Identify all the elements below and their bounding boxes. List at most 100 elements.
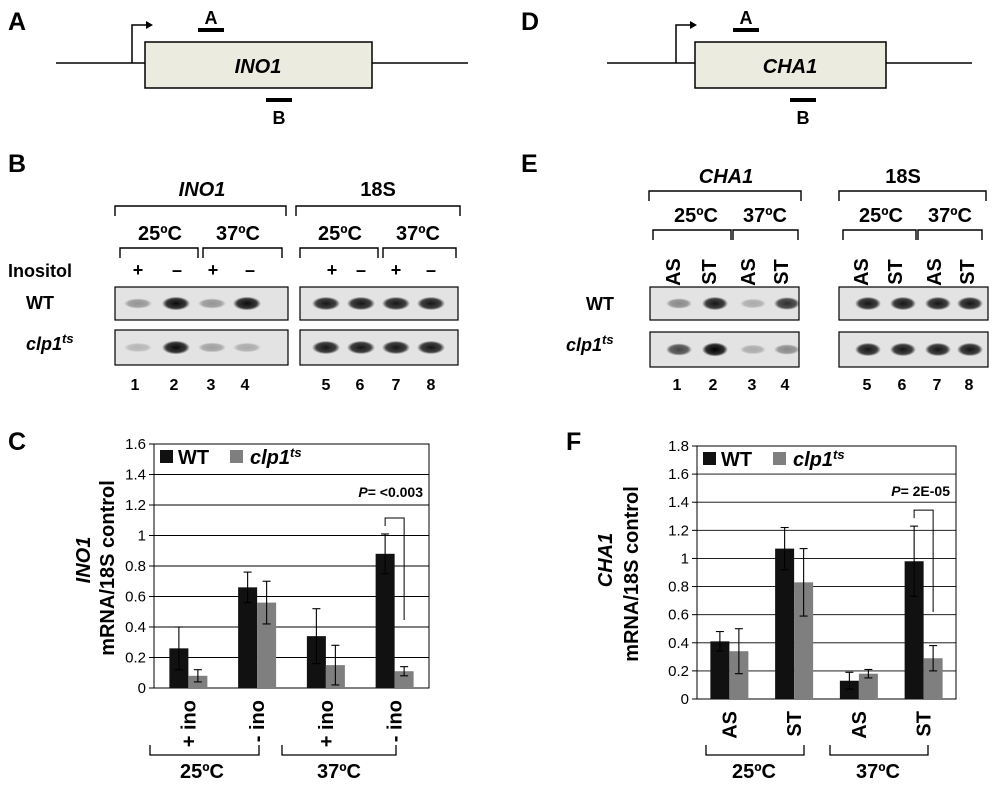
gel-band [957, 296, 983, 311]
plot-frame [153, 443, 430, 689]
x-category-label: + ino [316, 700, 338, 747]
gel-band [382, 340, 410, 355]
gel-band [957, 342, 983, 357]
temp-bracket [652, 229, 732, 240]
temp-label: 37ºC [928, 205, 972, 227]
bar-wt [375, 553, 395, 688]
bar-wt [710, 641, 730, 699]
y-tick-label: 0.6 [668, 607, 689, 624]
x-category-label: ST [784, 711, 806, 737]
legend-label-clp1ts: clp1ts [793, 447, 845, 471]
bar-clp1ts [794, 582, 814, 699]
bar-clp1ts [858, 673, 878, 699]
gene-label: CHA1 [699, 166, 753, 188]
panel-d: D CHA1 A B [521, 8, 972, 128]
panel-b: B INO1 18S 25ºC 37ºC 25ºC 37ºC Inositol … [8, 150, 461, 394]
significance-bracket [384, 517, 405, 620]
x-category-label: AS [719, 711, 741, 739]
sign: + [327, 260, 338, 280]
gel-band [925, 296, 951, 311]
panel-e: E CHA1 18S 25ºC 37ºC 25ºC 37ºC AS ST AS … [521, 150, 989, 394]
primer-b-label: B [797, 108, 810, 128]
sign: – [356, 260, 366, 280]
panel-letter-b: B [8, 150, 26, 178]
temp-bracket [382, 247, 457, 258]
panel-f: F CHA1 mRNA/18S control 0 0.2 0.4 0.6 0.8 1 1.… [566, 428, 957, 783]
y-tick-label: 0.2 [668, 663, 689, 680]
gene-box-ino1 [144, 41, 373, 89]
lane-number: 1 [131, 377, 140, 394]
legend-label-wt: WT [721, 449, 752, 471]
group-label: 25ºC [732, 761, 776, 783]
lane-number: 6 [898, 377, 907, 394]
condition-label: AS [738, 258, 760, 286]
legend-label-wt: WT [178, 447, 209, 469]
lane-number: 2 [709, 377, 718, 394]
gel-band [124, 298, 152, 309]
group-bracket [829, 745, 929, 756]
temp-label: 37ºC [743, 205, 787, 227]
temp-label: 37ºC [216, 223, 260, 245]
gel-band [702, 296, 728, 311]
sign: – [426, 260, 436, 280]
row-label-clp1ts: clp1ts [26, 331, 74, 354]
gel-band [347, 296, 375, 311]
sign: – [245, 260, 255, 280]
bar-clp1ts [923, 658, 943, 699]
condition-labels: AS ST AS ST AS ST AS ST [663, 258, 979, 286]
panel-letter-d: D [521, 8, 539, 36]
control-bracket [295, 205, 461, 216]
temp-label: 25ºC [859, 205, 903, 227]
gel-band [382, 296, 410, 311]
x-category-label: ST [914, 711, 936, 737]
lane-number: 3 [748, 377, 757, 394]
y-tick-label: 0.8 [668, 579, 689, 596]
lane-number: 3 [207, 377, 216, 394]
x-category-label: - ino [247, 700, 269, 742]
panel-letter-c: C [8, 428, 26, 456]
tss-arrow-icon [675, 24, 690, 63]
gel-band [162, 296, 190, 311]
temp-bracket [202, 247, 283, 258]
legend-swatch-clp1ts [773, 452, 786, 465]
bar-chart-cha1: 0 0.2 0.4 0.6 0.8 1 1.2 1.4 1.6 1.8 AS ST AS ST WT clp1… [668, 438, 957, 739]
lane-number: 5 [322, 377, 331, 394]
group-label: 25ºC [180, 761, 224, 783]
tss-arrowhead-icon [690, 21, 697, 29]
panel-letter-e: E [521, 150, 538, 178]
y-tick-label: 1 [681, 550, 689, 567]
primer-a-bar [198, 28, 224, 32]
gel-band [417, 296, 445, 311]
condition-label: ST [885, 259, 907, 285]
y-tick-label: 0.6 [125, 589, 146, 606]
y-tick-label: 0.4 [125, 619, 146, 636]
gel-band [198, 298, 226, 309]
gel-band [666, 343, 692, 356]
temp-bracket [732, 229, 799, 240]
tss-arrowhead-icon [146, 21, 153, 29]
condition-label: AS [663, 258, 685, 286]
y-tick-label: 1.4 [125, 467, 146, 484]
gel-band [417, 340, 445, 355]
temp-bracket [917, 229, 983, 240]
legend-swatch-clp1ts [230, 450, 243, 463]
gel-band [855, 342, 881, 357]
x-category-label: AS [849, 711, 871, 739]
gel-blots-b [114, 286, 459, 366]
gel-band [312, 340, 340, 355]
bar-wt [839, 680, 859, 699]
legend-swatch-wt [703, 452, 716, 465]
group-bracket [281, 745, 397, 756]
lane-number: 4 [241, 377, 250, 394]
gel-band [774, 297, 800, 310]
y-tick-label: 1.6 [668, 466, 689, 483]
gel-band [702, 342, 728, 357]
lane-number: 7 [933, 377, 942, 394]
group-label: 37ºC [317, 761, 361, 783]
temp-bracket [119, 247, 199, 258]
primer-b-label: B [273, 108, 286, 128]
y-tick-label: 1.6 [125, 436, 146, 453]
gene-bracket [648, 190, 802, 201]
y-tick-label: 1 [138, 528, 146, 545]
